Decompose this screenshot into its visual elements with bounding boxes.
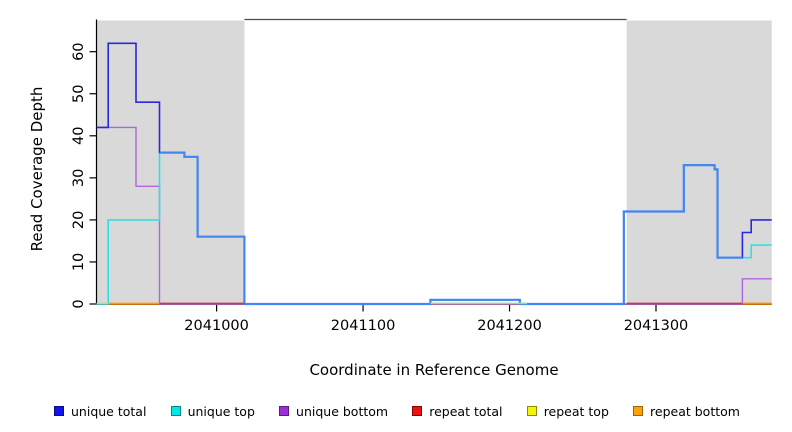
legend-label: repeat top	[543, 403, 609, 419]
legend-item-unique-total: unique total	[54, 399, 146, 423]
legend-item-repeat-total: repeat total	[412, 399, 503, 423]
legend-swatch-icon	[412, 406, 423, 416]
legend-swatch-icon	[54, 406, 64, 416]
x-axis-title: Coordinate in Reference Genome	[309, 361, 559, 379]
legend-label: repeat total	[429, 403, 503, 419]
x-tick-label: 2041200	[477, 318, 542, 334]
x-tick-label: 2041300	[624, 318, 689, 334]
shaded-region	[626, 20, 772, 304]
y-tick-label: 0	[71, 299, 87, 308]
series-unique-bottom	[96, 126, 772, 305]
legend-swatch-icon	[170, 406, 181, 416]
legend-label: unique bottom	[296, 403, 389, 419]
shaded-region	[96, 20, 245, 304]
y-axis-title: Read Coverage Depth	[28, 86, 46, 252]
y-tick-label: 40	[71, 127, 87, 145]
x-tick-label: 2041000	[184, 318, 249, 334]
legend-label: unique total	[71, 403, 147, 419]
legend-item-unique-top: unique top	[170, 399, 255, 423]
y-tick-label: 30	[71, 169, 87, 187]
legend-item-repeat-bottom: repeat bottom	[633, 399, 740, 423]
legend-swatch-icon	[633, 406, 644, 416]
legend-label: repeat bottom	[650, 403, 740, 419]
legend-label: unique top	[187, 403, 255, 419]
legend-swatch-icon	[279, 406, 290, 416]
y-tick-label: 60	[71, 42, 87, 60]
legend-item-unique-bottom: unique bottom	[279, 399, 388, 423]
y-tick-label: 10	[71, 253, 87, 271]
legend-swatch-icon	[526, 406, 537, 416]
legend-item-repeat-top: repeat top	[526, 399, 609, 423]
x-tick-label: 2041100	[331, 318, 396, 334]
y-tick-label: 20	[71, 211, 87, 229]
y-tick-label: 50	[71, 85, 87, 103]
legend: unique total unique top unique bottom repea…	[0, 399, 792, 423]
series-unique-total-top-overlap	[159, 151, 743, 306]
